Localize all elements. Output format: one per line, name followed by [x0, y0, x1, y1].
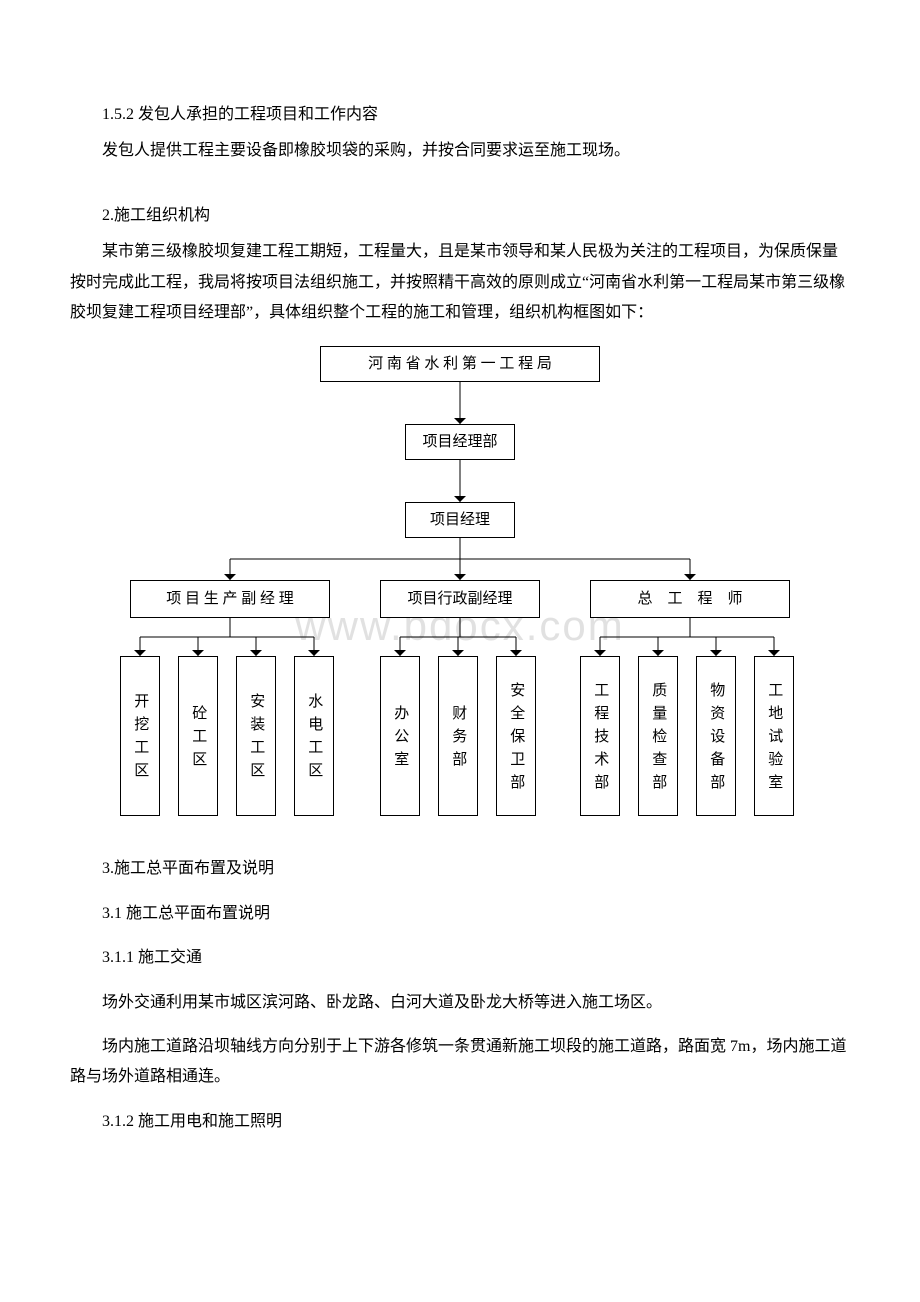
org-node: 项目行政副经理 — [380, 580, 540, 618]
heading-3: 3.施工总平面布置及说明 — [70, 854, 850, 884]
heading-1-5-2: 1.5.2 发包人承担的工程项目和工作内容 — [70, 100, 850, 130]
org-node: 安全保卫部 — [496, 656, 536, 816]
org-node: 河 南 省 水 利 第 一 工 程 局 — [320, 346, 600, 382]
org-node: 开挖工区 — [120, 656, 160, 816]
org-node: 项目经理部 — [405, 424, 515, 460]
org-node: 水电工区 — [294, 656, 334, 816]
org-node: 工地试验室 — [754, 656, 794, 816]
org-node: 质量检查部 — [638, 656, 678, 816]
org-node: 项目经理 — [405, 502, 515, 538]
org-node: 工程技术部 — [580, 656, 620, 816]
org-node: 安装工区 — [236, 656, 276, 816]
heading-2: 2.施工组织机构 — [70, 201, 850, 231]
paragraph: 某市第三级橡胶坝复建工程工期短，工程量大，且是某市领导和某人民极为关注的工程项目… — [70, 237, 850, 328]
org-node: 砼工区 — [178, 656, 218, 816]
org-node: 财务部 — [438, 656, 478, 816]
heading-3-1: 3.1 施工总平面布置说明 — [70, 899, 850, 929]
paragraph: 场外交通利用某市城区滨河路、卧龙路、白河大道及卧龙大桥等进入施工场区。 — [70, 988, 850, 1018]
org-node: 物资设备部 — [696, 656, 736, 816]
org-node: 办公室 — [380, 656, 420, 816]
org-node: 项 目 生 产 副 经 理 — [130, 580, 330, 618]
heading-3-1-2: 3.1.2 施工用电和施工照明 — [70, 1107, 850, 1137]
paragraph: 场内施工道路沿坝轴线方向分别于上下游各修筑一条贯通新施工坝段的施工道路，路面宽 … — [70, 1032, 850, 1093]
org-node: 总 工 程 师 — [590, 580, 790, 618]
paragraph: 发包人提供工程主要设备即橡胶坝袋的采购，并按合同要求运至施工现场。 — [70, 136, 850, 166]
heading-3-1-1: 3.1.1 施工交通 — [70, 943, 850, 973]
org-chart: www.bdocx.com 河 南 省 水 利 第 一 工 程 局项目经理部项目… — [70, 346, 850, 826]
